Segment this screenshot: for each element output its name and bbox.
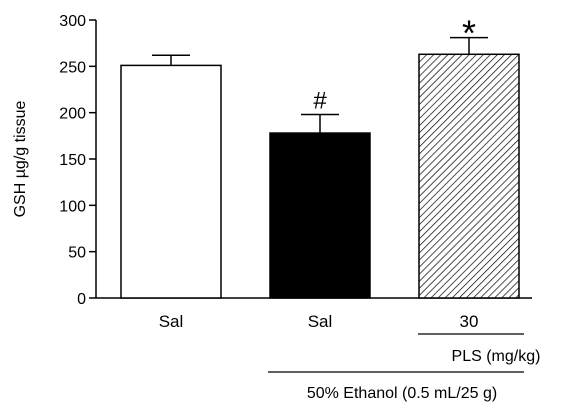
y-tick-label: 150	[59, 152, 86, 169]
y-tick-label: 250	[59, 59, 86, 76]
bar	[269, 132, 371, 299]
bar	[418, 53, 520, 299]
significance-mark: #	[313, 88, 327, 115]
y-tick-label: 200	[59, 106, 86, 123]
y-tick-label: 50	[68, 245, 86, 262]
bars	[120, 53, 520, 299]
category-label: Sal	[159, 312, 184, 331]
ethanol-group-label: 50% Ethanol (0.5 mL/25 g)	[307, 385, 497, 402]
category-labels: Sal Sal 30	[159, 312, 479, 331]
y-tick-label: 100	[59, 198, 86, 215]
pls-group-label: PLS (mg/kg)	[452, 348, 541, 365]
error-bars	[152, 36, 488, 134]
y-tick-label: 300	[59, 13, 86, 30]
significance-marks: #*	[313, 13, 476, 115]
significance-mark: *	[462, 13, 476, 54]
y-axis-label: GSH µg/g tissue	[12, 100, 29, 217]
y-tick-label: 0	[77, 291, 86, 308]
category-label: Sal	[308, 312, 333, 331]
y-ticks: 0 50 100 150 200 250 300	[59, 13, 96, 308]
bar	[120, 64, 222, 299]
category-label: 30	[460, 312, 479, 331]
